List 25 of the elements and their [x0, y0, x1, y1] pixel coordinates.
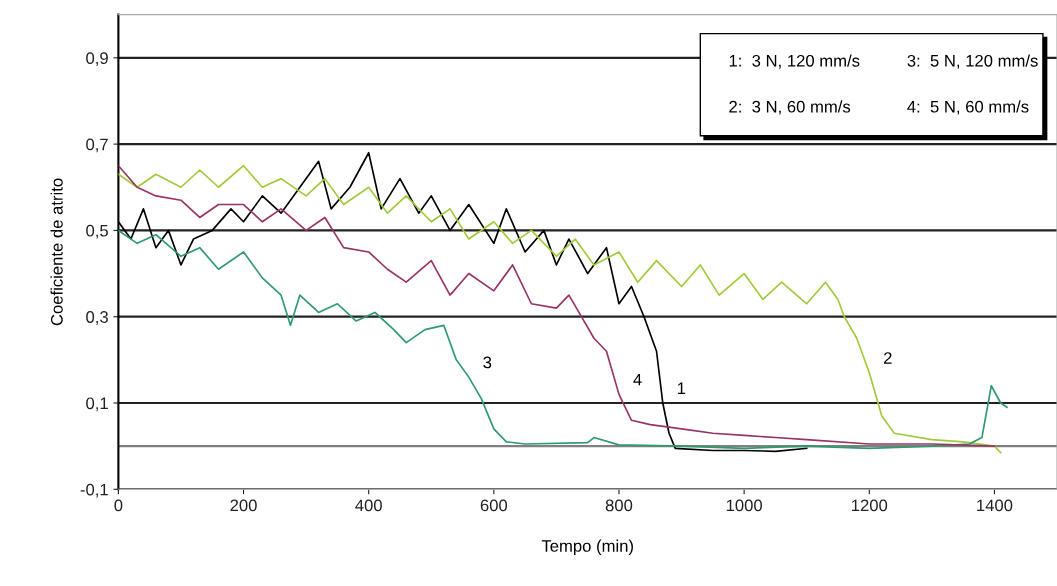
series-label: 3: [483, 356, 492, 369]
x-axis-title: Tempo (min): [541, 539, 633, 556]
y-axis-title: Coeficiente de atrito: [50, 178, 63, 326]
series-label: 4: [633, 373, 642, 386]
x-tick-label: 1200: [852, 499, 888, 512]
x-tick-label: 800: [605, 499, 633, 512]
annotation: 3: 5 N, 120 mm/s: [907, 54, 1038, 69]
line-series: [118, 229, 1008, 450]
y-tick-label: 0,3: [86, 311, 108, 325]
annotation: 1: 3 N, 120 mm/s: [729, 54, 860, 69]
series-label: 1: [677, 382, 686, 394]
y-tick-label: 0,7: [86, 138, 108, 153]
annotation: 4: 5 N, 60 mm/s: [907, 100, 1029, 115]
x-tick-label: 1000: [726, 499, 763, 512]
x-tick-label: 1400: [977, 499, 1013, 512]
y-tick-label: 0,1: [86, 397, 108, 412]
x-tick-label: 200: [230, 499, 257, 512]
annotation: 2: 3 N, 60 mm/s: [729, 100, 851, 115]
y-tick-label: 0,9: [86, 52, 108, 66]
y-tick-label: 0,5: [86, 224, 108, 239]
y-tick-label: -0,1: [80, 483, 108, 498]
x-tick-label: 0: [114, 499, 123, 512]
x-tick-label: 400: [355, 499, 382, 512]
x-tick-label: 600: [480, 499, 508, 512]
series-label: 2: [884, 352, 892, 364]
